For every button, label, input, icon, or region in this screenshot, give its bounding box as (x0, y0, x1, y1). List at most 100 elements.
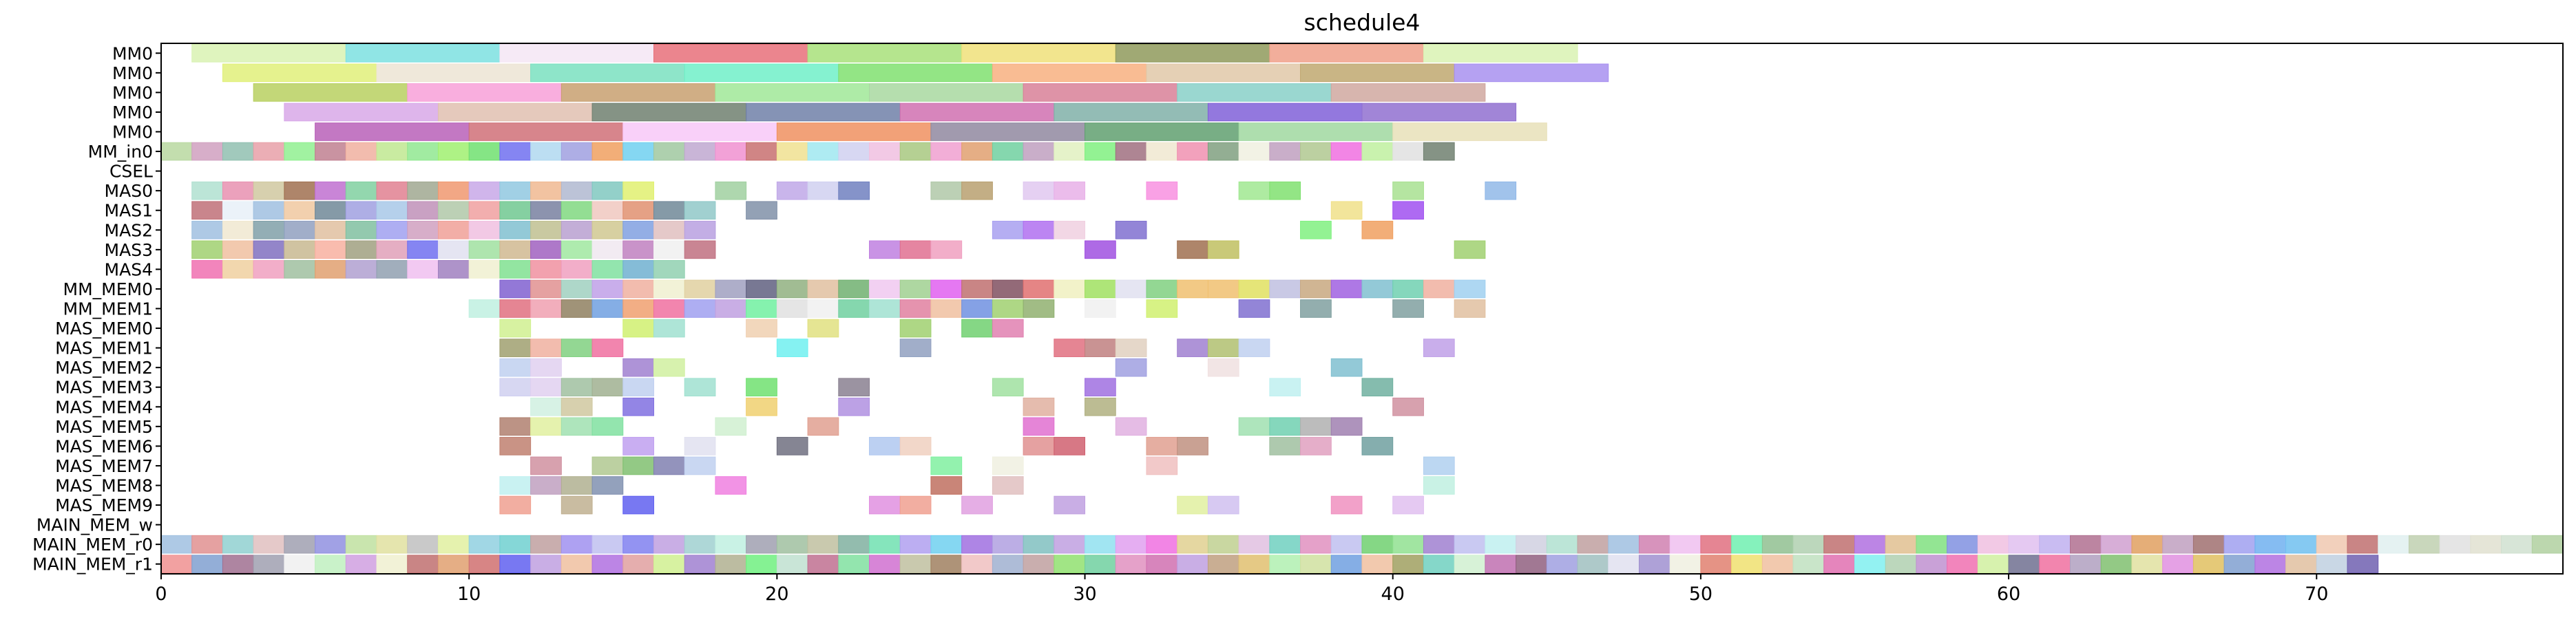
task-bar (253, 535, 285, 554)
task-bar (684, 299, 716, 318)
task-bar (1300, 535, 1332, 554)
task-bar (684, 279, 716, 299)
y-tick-label: MAS_MEM4 (55, 397, 153, 417)
task-bar (499, 358, 532, 377)
task-bar (2162, 535, 2194, 554)
task-bar (376, 181, 408, 200)
task-bar (222, 142, 254, 161)
task-bar (591, 456, 624, 475)
task-bar (1300, 417, 1332, 436)
task-bar (345, 555, 377, 574)
task-bar (2285, 555, 2317, 574)
task-bar (776, 122, 932, 141)
task-bar (1330, 555, 1363, 574)
y-tick-label: MM_MEM0 (63, 279, 153, 299)
task-bar (499, 142, 532, 161)
task-bar (715, 417, 747, 436)
y-tick-label: MAS0 (105, 181, 153, 201)
task-bar (2100, 555, 2133, 574)
task-bar (1361, 103, 1517, 122)
task-bar (1823, 555, 1855, 574)
task-bar (1238, 417, 1270, 436)
task-bar (746, 319, 777, 338)
task-bar (191, 535, 223, 554)
task-bar (591, 220, 624, 239)
task-bar (1300, 437, 1332, 455)
task-bar (1023, 535, 1055, 554)
task-bar (1823, 535, 1855, 554)
y-tick-label: MAS_MEM7 (55, 456, 153, 476)
task-bar (1977, 555, 2009, 574)
task-bar (1577, 535, 1609, 554)
task-bar (2254, 535, 2287, 554)
task-bar (992, 299, 1024, 318)
task-bar (807, 555, 839, 574)
task-bar (1330, 358, 1363, 377)
task-bar (1269, 279, 1301, 299)
task-bar (561, 201, 593, 220)
task-bar (253, 220, 285, 239)
task-bar (2316, 555, 2348, 574)
task-bar (591, 299, 624, 318)
task-bar (622, 201, 654, 220)
task-bar (591, 279, 624, 299)
task-bar (622, 142, 654, 161)
task-bar (869, 279, 901, 299)
task-bar (345, 142, 377, 161)
task-bar (1300, 555, 1332, 574)
task-bar (1238, 339, 1270, 357)
task-bar (1054, 339, 1086, 357)
task-bar (807, 535, 839, 554)
task-bar (1177, 437, 1208, 455)
task-bar (2378, 535, 2409, 554)
task-bar (1054, 555, 1086, 574)
task-bar (468, 142, 501, 161)
task-bar (561, 279, 593, 299)
task-bar (653, 319, 685, 338)
task-bar (468, 299, 501, 318)
task-bar (315, 122, 470, 141)
task-bar (776, 299, 808, 318)
task-bar (715, 535, 747, 554)
task-bar (499, 476, 532, 495)
task-bar (1638, 535, 1671, 554)
task-bar (530, 299, 562, 318)
task-bar (160, 535, 193, 554)
task-bar (284, 220, 316, 239)
task-bar (622, 397, 654, 416)
task-bar (746, 397, 777, 416)
task-bar (1577, 555, 1609, 574)
task-bar (376, 555, 408, 574)
task-bar (1054, 220, 1086, 239)
task-bar (1485, 181, 1517, 200)
task-bar (591, 535, 624, 554)
task-bar (376, 260, 408, 279)
task-bar (530, 358, 562, 377)
task-bar (2347, 555, 2379, 574)
task-bar (345, 240, 377, 259)
task-bar (1392, 142, 1424, 161)
y-tick-label: MAS1 (105, 201, 153, 221)
task-bar (284, 142, 316, 161)
task-bar (622, 299, 654, 318)
task-bar (591, 142, 624, 161)
task-bar (1423, 555, 1455, 574)
task-bar (1085, 142, 1116, 161)
task-bar (468, 555, 501, 574)
task-bar (2008, 555, 2040, 574)
task-bar (1085, 535, 1116, 554)
task-bar (1300, 220, 1332, 239)
task-bar (561, 220, 593, 239)
task-bar (1700, 535, 1732, 554)
task-bar (1023, 437, 1055, 455)
task-bar (253, 201, 285, 220)
task-bar (1300, 299, 1332, 318)
task-bar (1423, 142, 1455, 161)
task-bar (530, 339, 562, 357)
task-bar (530, 456, 562, 475)
task-bar (961, 319, 993, 338)
task-bar (715, 555, 747, 574)
task-bar (807, 43, 963, 63)
task-bar (530, 555, 562, 574)
task-bar (315, 220, 346, 239)
